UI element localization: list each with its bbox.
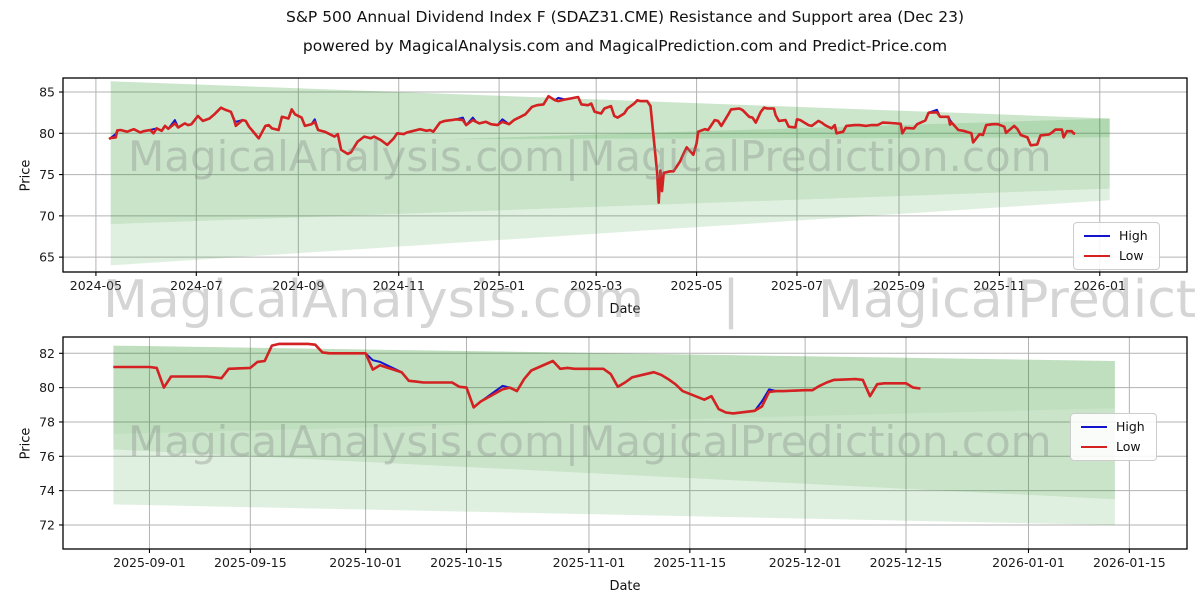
x-tick-label: 2025-10-15 xyxy=(430,555,503,570)
plot-frame xyxy=(62,336,1188,550)
legend-entry-high: High xyxy=(1081,419,1145,434)
tick-marks xyxy=(59,352,1130,553)
resistance-area-band xyxy=(113,345,1115,434)
legend-entry-low: Low xyxy=(1084,247,1148,263)
x-tick-label: 2024-11 xyxy=(373,278,425,293)
support-area-inner-band xyxy=(113,408,1115,500)
tick-labels: 2025-09-01 2025-09-15 2025-10-01 2025-10-15… xyxy=(39,346,1166,570)
x-tick-label: 2024-07 xyxy=(170,278,222,293)
legend-low-label: Low xyxy=(1116,438,1141,454)
legend-high-label: High xyxy=(1119,228,1148,243)
x-tick-label: 2025-09-01 xyxy=(113,555,186,570)
x-tick-label: 2025-12-15 xyxy=(870,555,943,570)
watermark-separator: | xyxy=(722,270,740,330)
legend-top: High Low xyxy=(1073,222,1160,270)
x-tick-label: 2026-01 xyxy=(1074,278,1126,293)
y-tick-label: 70 xyxy=(39,208,55,223)
support-resistance-bands xyxy=(113,345,1115,525)
legend-bottom: High Low xyxy=(1070,413,1157,461)
price-lines xyxy=(113,342,921,415)
chart-subtitle: powered by MagicalAnalysis.com and Magic… xyxy=(302,37,948,55)
x-tick-label: 2024-05 xyxy=(70,278,122,293)
low-line xyxy=(108,94,1076,204)
support-area-inner-band xyxy=(110,137,1110,225)
legend-high-label: High xyxy=(1116,419,1145,434)
watermark-row-2: MagicalAnalysis.com | MagicalPrediction.… xyxy=(103,270,1200,330)
x-tick-label: 2025-10-01 xyxy=(329,555,402,570)
price-chart-top: 2024-05 2024-07 2024-09 2024-11 2025-01 2025-… xyxy=(39,77,1188,293)
x-tick-label: 2025-09 xyxy=(873,278,925,293)
x-tick-label: 2025-11-15 xyxy=(654,555,727,570)
legend-low-label: Low xyxy=(1119,247,1144,263)
x-axis-label-top: Date xyxy=(609,302,641,317)
low-line-swatch xyxy=(1081,445,1107,448)
y-axis-label-bottom: Price xyxy=(18,427,34,460)
legend-entry-low: Low xyxy=(1081,438,1145,454)
price-lines xyxy=(108,94,1076,204)
tick-marks xyxy=(59,91,1101,276)
x-tick-label: 2025-05 xyxy=(670,278,722,293)
price-chart-bottom: 2025-09-01 2025-09-15 2025-10-01 2025-10-15… xyxy=(39,336,1188,570)
gridlines xyxy=(63,78,1187,272)
y-tick-label: 80 xyxy=(39,126,55,141)
legend-entry-high: High xyxy=(1084,228,1148,243)
x-tick-label: 2026-01-15 xyxy=(1093,555,1166,570)
x-tick-label: 2026-01-01 xyxy=(992,555,1065,570)
y-tick-label: 82 xyxy=(39,346,55,361)
low-line xyxy=(113,342,921,415)
x-tick-label: 2025-11 xyxy=(973,278,1025,293)
y-tick-label: 85 xyxy=(39,85,55,100)
x-tick-label: 2025-12-01 xyxy=(769,555,842,570)
convergence-strip-band xyxy=(448,118,1110,140)
x-tick-label: 2025-11-01 xyxy=(553,555,626,570)
x-axis-label-bottom: Date xyxy=(609,579,641,594)
tick-labels: 2024-05 2024-07 2024-09 2024-11 2025-01 2025-… xyxy=(39,85,1126,293)
y-tick-label: 75 xyxy=(39,167,55,182)
x-tick-label: 2025-07 xyxy=(771,278,823,293)
high-line-swatch xyxy=(1081,426,1107,429)
support-area-outer-band xyxy=(110,137,1110,266)
x-tick-label: 2025-09-15 xyxy=(214,555,287,570)
y-tick-label: 65 xyxy=(39,250,55,265)
support-resistance-bands xyxy=(110,81,1110,266)
y-tick-label: 78 xyxy=(39,414,55,429)
low-line-swatch xyxy=(1084,254,1110,257)
high-line-swatch xyxy=(1084,235,1110,238)
y-tick-label: 76 xyxy=(39,449,55,464)
y-tick-label: 74 xyxy=(39,483,55,498)
support-area-outer-band xyxy=(113,408,1115,525)
y-axis-label-top: Price xyxy=(18,159,34,192)
x-tick-label: 2025-03 xyxy=(570,278,622,293)
x-tick-label: 2025-01 xyxy=(473,278,525,293)
chart-title: S&P 500 Annual Dividend Index F (SDAZ31.… xyxy=(286,8,964,26)
y-tick-label: 72 xyxy=(39,517,55,532)
y-tick-label: 80 xyxy=(39,380,55,395)
x-tick-label: 2024-09 xyxy=(272,278,324,293)
